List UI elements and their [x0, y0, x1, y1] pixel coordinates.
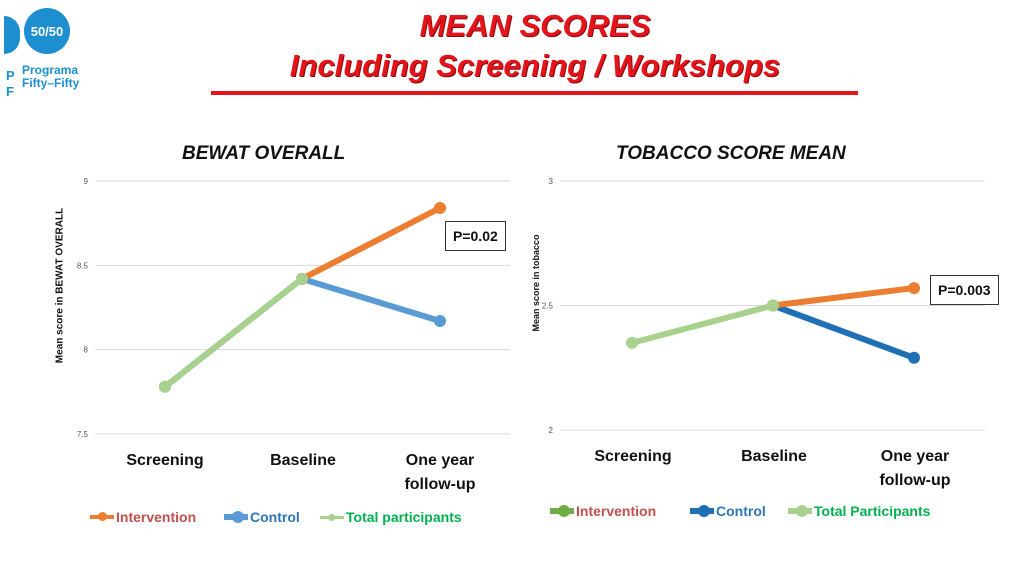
data-point-1-2-1: [767, 299, 779, 312]
title-underline: [211, 91, 858, 95]
x-tick-bewat-followup: One year follow-up: [404, 452, 476, 493]
data-point-0-0-2: [434, 201, 446, 214]
legend-swatch-control: [224, 511, 248, 523]
p-value-bewat: P=0.02: [445, 221, 506, 251]
y-tick-label-1-0: 2: [549, 426, 554, 435]
logo-badge: 50/50: [24, 8, 70, 54]
y-tick-label-1-1: 2.5: [542, 302, 554, 311]
legend-intervention-bewat: Intervention: [90, 509, 196, 525]
data-point-0-2-1: [296, 272, 308, 285]
x-tick-bewat-screening: Screening: [126, 452, 204, 469]
series-line-0-1: [162, 275, 443, 390]
data-point-1-0-2: [908, 282, 920, 295]
y-tick-label-0-3: 9: [84, 177, 89, 186]
legend-swatch-intervention: [90, 512, 114, 521]
title-line-2: Including Screening / Workshops: [289, 48, 781, 83]
y-tick-label-0-2: 8.5: [77, 261, 89, 270]
y-tick-label-1-2: 3: [549, 177, 554, 186]
legend-label-total-tobacco: Total Participants: [814, 503, 931, 519]
legend-swatch-total: [320, 513, 344, 521]
data-point-0-1-2: [434, 314, 446, 327]
legend-label-control: Control: [250, 509, 300, 525]
y-tick-label-0-1: 8: [84, 346, 89, 355]
x-tick-tobacco-followup: One year follow-up: [879, 448, 951, 489]
data-point-1-1-2: [908, 351, 920, 364]
logo-badge-edge: [4, 16, 20, 54]
chart-title-tobacco: TOBACCO SCORE MEAN: [616, 143, 846, 164]
legend-label-control-tobacco: Control: [716, 503, 766, 519]
logo-brand-text: Programa Fifty–Fifty: [22, 63, 80, 90]
series-line-1-0: [770, 285, 917, 309]
legend-label-intervention: Intervention: [116, 509, 197, 525]
legend-total-tobacco: Total Participants: [788, 503, 930, 519]
programa-fifty-fifty-logo: 50/50 P F Programa Fifty–Fifty: [0, 8, 100, 99]
x-tick-tobacco-baseline: Baseline: [741, 448, 807, 465]
chart-title-bewat: BEWAT OVERALL: [182, 143, 346, 164]
legend-swatch-intervention-tobacco: [550, 505, 574, 517]
title-line-1: MEAN SCORES: [419, 8, 651, 43]
series-line-0-2: [162, 275, 305, 390]
logo-edge-text: P F: [6, 68, 15, 99]
legend-intervention-tobacco: Intervention: [550, 503, 656, 519]
p-value-tobacco: P=0.003: [930, 275, 999, 305]
legend-control-tobacco: Control: [690, 503, 766, 519]
series-line-1-1: [770, 302, 917, 361]
legend-total-bewat: Total participants: [320, 509, 462, 525]
page-title: MEAN SCORES Including Screening / Worksh…: [210, 6, 860, 86]
legend-swatch-control-tobacco: [690, 505, 714, 517]
data-point-0-2-0: [159, 380, 171, 393]
legend-label-total: Total participants: [346, 509, 462, 525]
y-tick-label-0-0: 7.5: [77, 430, 89, 439]
legend-swatch-total-tobacco: [788, 505, 812, 517]
x-tick-tobacco-screening: Screening: [594, 448, 672, 465]
data-point-1-2-0: [626, 336, 638, 349]
series-line-1-2: [629, 302, 776, 346]
legend-control-bewat: Control: [224, 509, 300, 525]
series-line-0-0: [299, 204, 443, 282]
legend-label-intervention-tobacco: Intervention: [576, 503, 657, 519]
x-tick-bewat-baseline: Baseline: [270, 452, 336, 469]
